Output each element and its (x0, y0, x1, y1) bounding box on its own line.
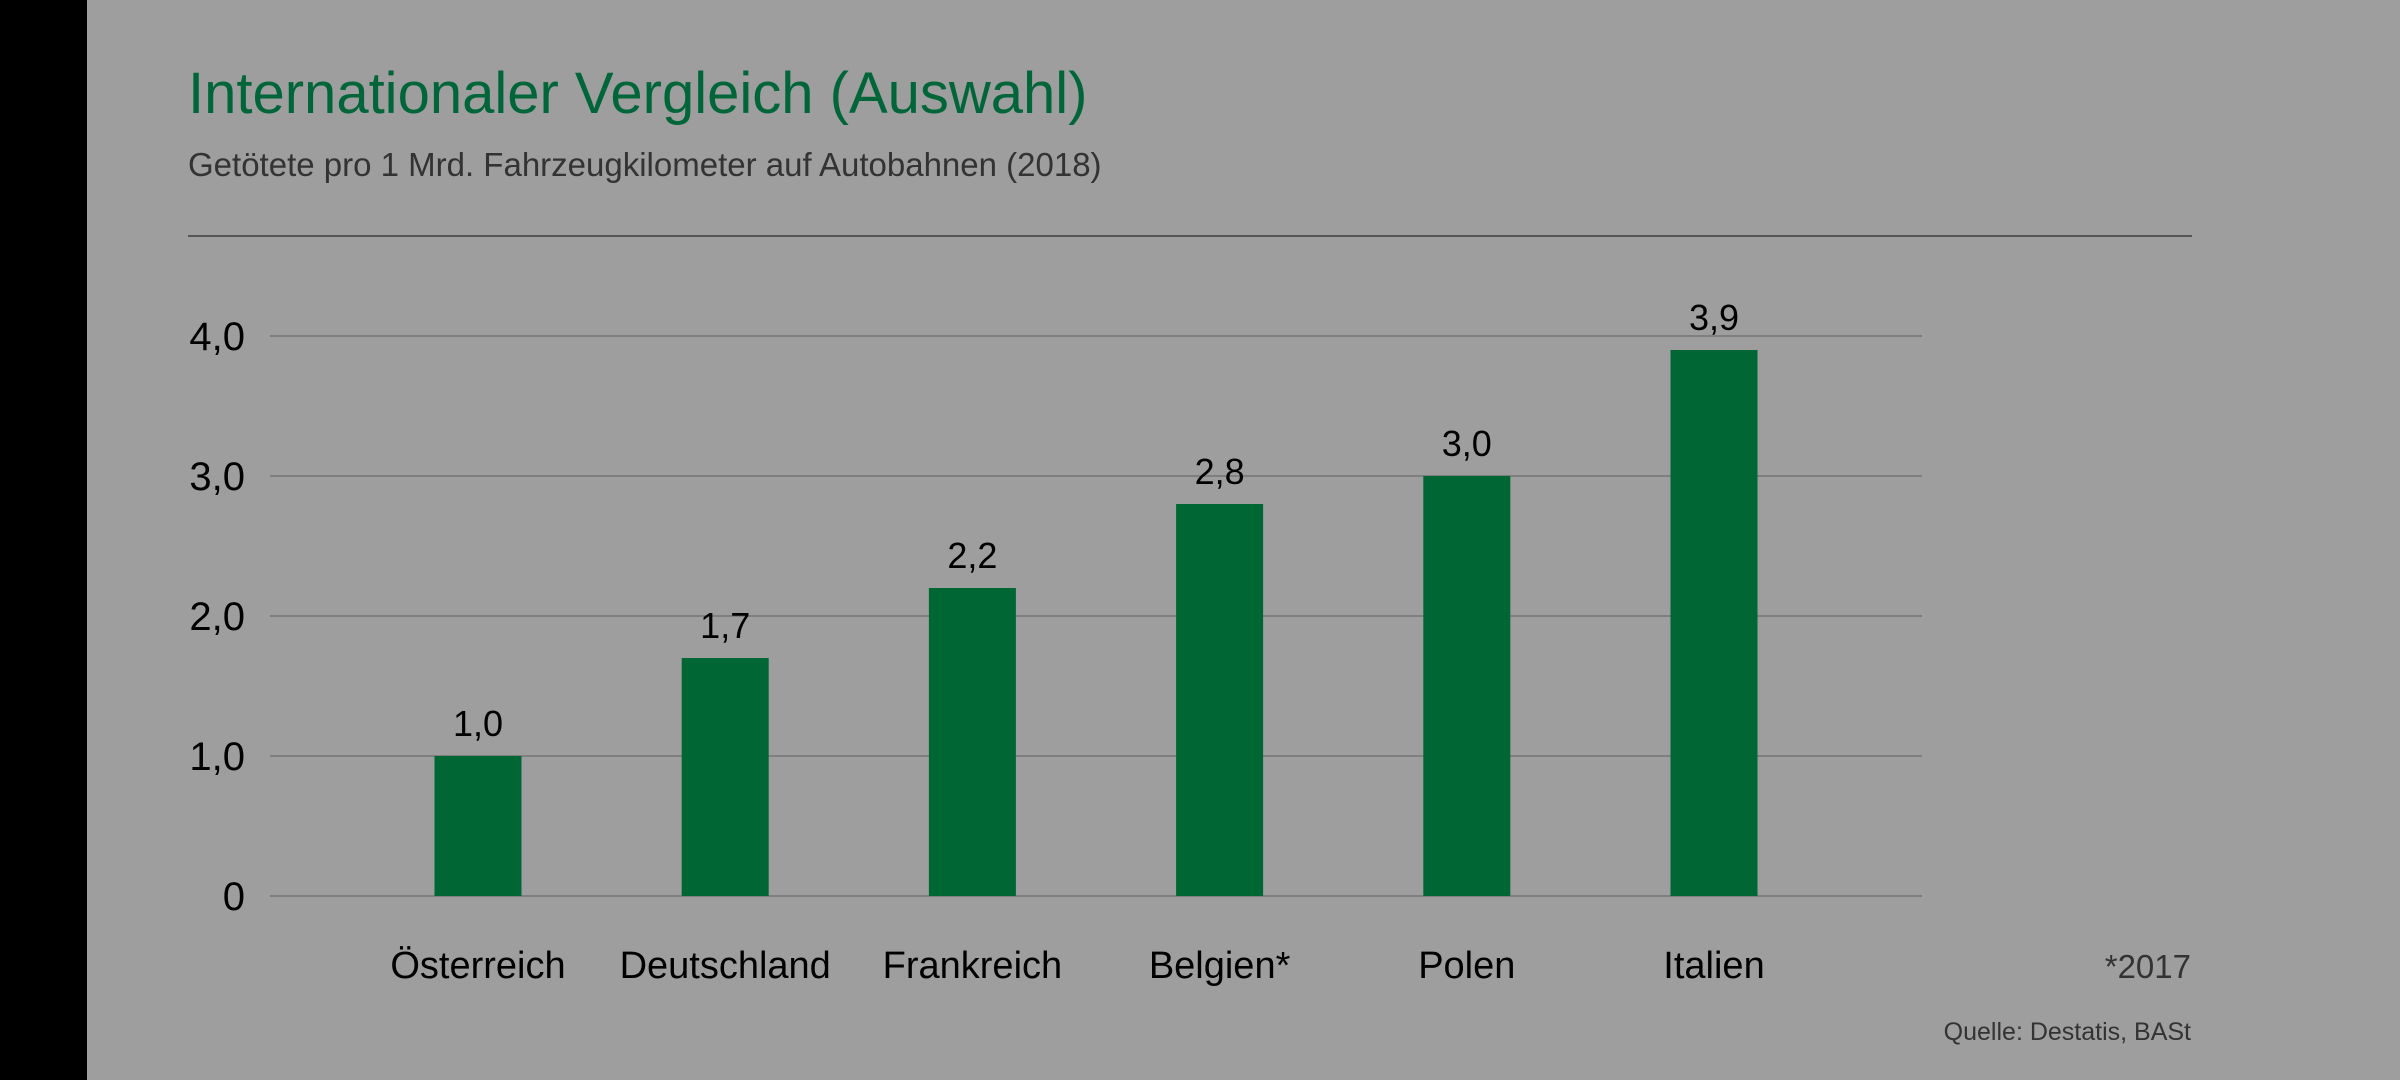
data-label: 3,0 (1442, 423, 1492, 464)
x-tick-label: Deutschland (620, 945, 831, 987)
footnote: *2017 (2104, 948, 2191, 985)
chart-subtitle: Getötete pro 1 Mrd. Fahrzeugkilometer au… (188, 146, 1102, 183)
x-tick-label: Italien (1663, 945, 1764, 987)
bar (681, 658, 769, 896)
data-label: 3,9 (1689, 297, 1739, 338)
data-label: 1,0 (453, 703, 503, 744)
bar (434, 756, 522, 896)
y-tick-label: 2,0 (189, 595, 245, 639)
x-tick-label: Belgien* (1149, 945, 1291, 987)
y-tick-label: 1,0 (189, 735, 245, 779)
bar (928, 588, 1016, 896)
x-tick-label: Polen (1418, 945, 1515, 987)
data-label: 2,2 (947, 535, 997, 576)
data-label: 1,7 (700, 605, 750, 646)
header-divider (188, 235, 2192, 237)
bar (1176, 504, 1264, 896)
grid-lines (270, 335, 1922, 897)
chart-title: Internationaler Vergleich (Auswahl) (188, 61, 1088, 126)
data-label: 2,8 (1195, 451, 1245, 492)
bars (434, 350, 1758, 896)
y-tick-label: 4,0 (189, 315, 245, 359)
x-tick-label: Frankreich (883, 945, 1063, 987)
x-tick-label: Österreich (390, 945, 565, 987)
bar (1423, 476, 1511, 896)
labels: 0 1,0 2,0 3,0 4,0 1,0 Österreich 1,7 Deutschland… (189, 297, 1764, 987)
bar (1670, 350, 1758, 896)
left-black-bar (0, 0, 87, 1080)
y-tick-label: 3,0 (189, 455, 245, 499)
y-tick-label: 0 (223, 875, 245, 919)
source-note: Quelle: Destatis, BASt (1943, 1018, 2191, 1046)
